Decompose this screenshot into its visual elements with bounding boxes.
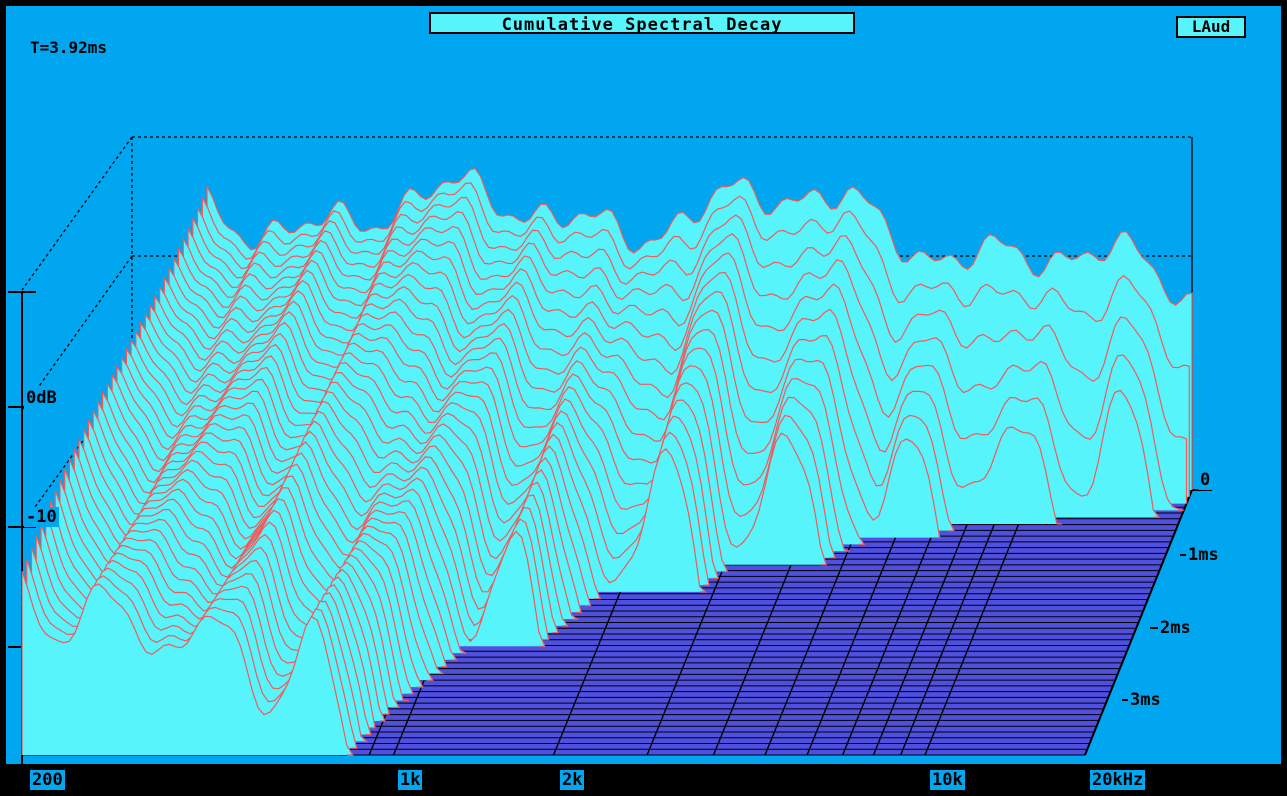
chart-title: Cumulative Spectral Decay xyxy=(429,12,855,35)
decay-slice-line-15 xyxy=(135,329,707,593)
z-tick-label-1ms: 1ms xyxy=(1186,545,1221,565)
x-tick-label-20khz: 20kHz xyxy=(1090,770,1146,790)
x-tick-label-200: 200 xyxy=(30,770,65,790)
decay-slice-line-8 xyxy=(168,266,866,546)
decay-slice-line-5 xyxy=(182,236,1063,525)
decay-slice-line-23 xyxy=(97,399,546,647)
decay-slice-line-11 xyxy=(154,294,828,566)
decay-slice-line-0 xyxy=(206,167,1193,490)
top-border xyxy=(0,0,1287,6)
decay-slice-line-17 xyxy=(125,347,592,607)
y-tick-label-minus10: -10 xyxy=(24,507,59,527)
decay-slice-line-22 xyxy=(101,390,550,641)
decay-slice-line-1 xyxy=(201,182,1190,497)
x-axis-bar: 200 1k 2k 10k 20kHz xyxy=(0,764,1287,796)
right-border xyxy=(1281,0,1287,796)
z-tick-label-3ms: 3ms xyxy=(1128,690,1163,710)
decay-slice-line-12 xyxy=(149,303,729,573)
decay-slice-line-18 xyxy=(120,355,582,613)
x-tick-label-10k: 10k xyxy=(930,770,965,790)
z-tick-label-2ms: 2ms xyxy=(1158,618,1193,638)
left-perspective-top xyxy=(21,136,133,291)
decay-slice-line-9 xyxy=(163,275,850,552)
decay-slice-line-39 xyxy=(21,570,354,756)
left-perspective-mid1 xyxy=(21,255,133,411)
decay-slice-line-3 xyxy=(192,211,1184,511)
decay-slice-line-14 xyxy=(140,321,710,586)
time-readout: T=3.92ms xyxy=(30,38,108,57)
decay-slice-line-2 xyxy=(196,196,1188,504)
x-tick-label-2k: 2k xyxy=(560,770,585,790)
y-tick-label-0db: 0dB xyxy=(24,388,59,408)
decay-slice-line-13 xyxy=(144,312,720,579)
decay-slice-line-4 xyxy=(187,225,1161,518)
decay-slice-line-7 xyxy=(173,256,941,539)
decay-slice-line-10 xyxy=(159,285,836,559)
decay-slice-line-6 xyxy=(177,246,955,532)
z-tick-label-0: 0 xyxy=(1198,470,1213,490)
x-tick-label-1k: 1k xyxy=(398,770,423,790)
left-border xyxy=(0,0,6,796)
laud-badge: LAud xyxy=(1176,16,1246,38)
decay-slice-fill-39 xyxy=(22,571,353,755)
time-axis-line xyxy=(1084,489,1193,756)
